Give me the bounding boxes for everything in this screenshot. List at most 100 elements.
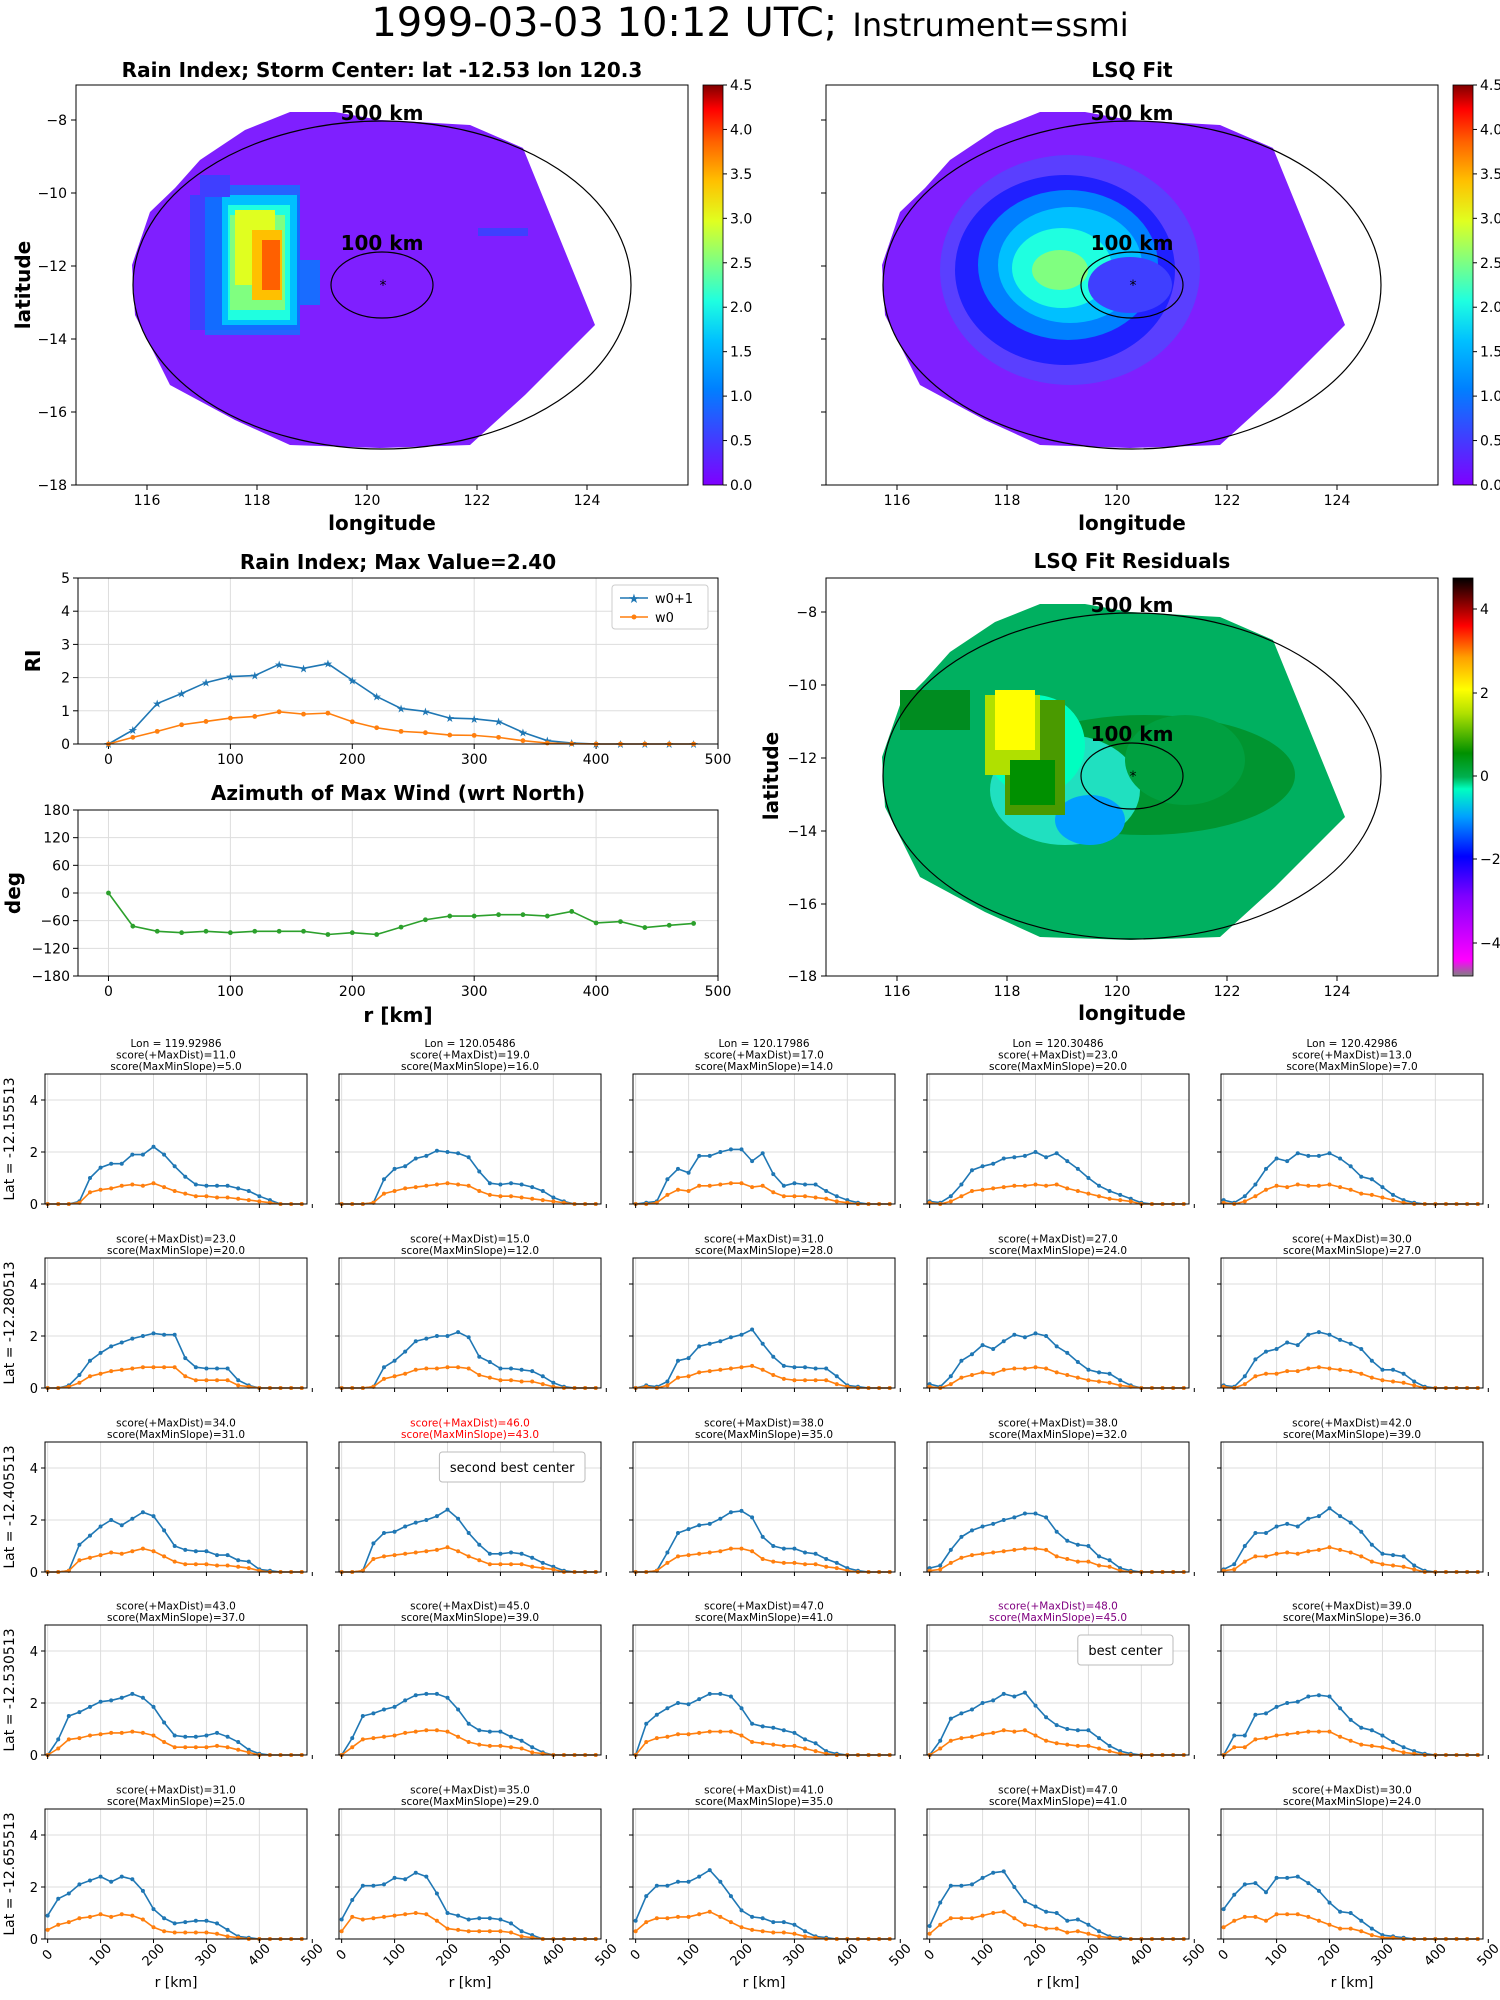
series-line bbox=[46, 1875, 302, 1940]
data-point bbox=[1274, 1551, 1279, 1556]
data-point bbox=[675, 1701, 680, 1705]
data-point bbox=[813, 1741, 818, 1746]
data-point bbox=[686, 1356, 691, 1361]
data-point bbox=[162, 1528, 167, 1533]
data-point bbox=[487, 1562, 492, 1567]
storm-center-marker: * bbox=[1130, 278, 1137, 294]
data-point bbox=[1348, 1187, 1353, 1192]
data-point bbox=[225, 1195, 230, 1200]
data-point bbox=[413, 1185, 418, 1190]
grid-panel: 0 2 4 Lon = 119.92986score(+MaxDist)=11.0sc… bbox=[30, 1038, 313, 1213]
data-point bbox=[540, 1198, 545, 1203]
data-point bbox=[1065, 1538, 1070, 1543]
data-point bbox=[1075, 1929, 1080, 1934]
data-point bbox=[969, 1553, 974, 1558]
data-point bbox=[1316, 1365, 1321, 1370]
grid-panel-frame bbox=[338, 1624, 602, 1756]
data-point bbox=[1285, 1340, 1290, 1345]
data-point: ★ bbox=[177, 688, 187, 701]
data-point bbox=[1022, 1728, 1027, 1733]
data-point bbox=[392, 1913, 397, 1918]
data-point bbox=[1369, 1375, 1374, 1380]
grid-panel-frame bbox=[632, 1808, 896, 1940]
data-point bbox=[466, 1366, 471, 1371]
data-point bbox=[750, 1549, 755, 1554]
xtick: 116 bbox=[884, 984, 911, 1000]
data-point bbox=[792, 1730, 797, 1735]
data-point bbox=[130, 1516, 135, 1521]
data-point bbox=[403, 1186, 408, 1191]
data-point bbox=[413, 1729, 418, 1734]
grid-panel-frame bbox=[1220, 1808, 1484, 1940]
data-point bbox=[66, 1920, 71, 1925]
data-point bbox=[172, 1921, 177, 1926]
series-line bbox=[1223, 1331, 1478, 1389]
data-point bbox=[371, 1916, 376, 1921]
grid-xlabel: r [km] bbox=[1331, 1975, 1374, 1991]
data-point bbox=[1118, 1192, 1123, 1197]
data-point bbox=[498, 1194, 503, 1199]
data-point bbox=[445, 1911, 450, 1915]
grid-panel-title: score(MaxMinSlope)=20.0 bbox=[989, 1061, 1127, 1073]
data-point bbox=[1306, 1694, 1311, 1699]
figure-instrument: Instrument=ssmi bbox=[852, 6, 1128, 44]
grid-panel: score(+MaxDist)=38.0score(MaxMinSlope)=3… bbox=[923, 1418, 1195, 1576]
data-point bbox=[225, 1927, 230, 1932]
data-point bbox=[938, 1746, 943, 1751]
data-point bbox=[471, 913, 477, 919]
data-point bbox=[371, 1541, 376, 1546]
data-point bbox=[644, 1740, 649, 1744]
data-point bbox=[1316, 1514, 1321, 1519]
data-point bbox=[1338, 1185, 1343, 1190]
data-point bbox=[1412, 1567, 1417, 1572]
data-point bbox=[1044, 1515, 1049, 1520]
data-point bbox=[456, 1927, 461, 1932]
data-point bbox=[398, 728, 404, 734]
data-point bbox=[927, 1931, 932, 1936]
series-line bbox=[1222, 1694, 1478, 1756]
data-point bbox=[760, 1916, 765, 1921]
data-point bbox=[487, 1181, 492, 1186]
data-point bbox=[225, 1553, 230, 1558]
data-point bbox=[824, 1196, 829, 1201]
cbar-tick: 2 bbox=[1480, 686, 1489, 702]
data-point bbox=[1033, 1150, 1038, 1154]
data-point bbox=[193, 1194, 198, 1199]
data-point bbox=[87, 1190, 92, 1195]
data-point bbox=[130, 1366, 135, 1371]
azimuth-profile-title: Azimuth of Max Wind (wrt North) bbox=[211, 781, 585, 805]
data-point bbox=[1044, 1366, 1049, 1371]
data-point bbox=[413, 1156, 418, 1161]
data-point bbox=[424, 1153, 429, 1158]
data-point bbox=[1285, 1875, 1290, 1880]
data-point bbox=[179, 930, 185, 936]
data-point bbox=[750, 1927, 755, 1932]
data-point bbox=[498, 1743, 503, 1748]
data-point bbox=[413, 1870, 418, 1875]
data-point bbox=[193, 1365, 198, 1370]
data-point bbox=[487, 1375, 492, 1380]
data-point bbox=[1295, 1912, 1300, 1917]
data-point bbox=[1285, 1185, 1290, 1190]
data-point bbox=[728, 1546, 733, 1551]
grid-panel-title: score(MaxMinSlope)=35.0 bbox=[695, 1429, 833, 1441]
data-point bbox=[87, 1374, 92, 1379]
grid-panel-frame bbox=[44, 1808, 308, 1940]
data-point bbox=[466, 1721, 471, 1726]
data-point bbox=[466, 1917, 471, 1922]
data-point bbox=[130, 1913, 135, 1918]
grid-panel-title: score(MaxMinSlope)=45.0 bbox=[989, 1612, 1127, 1624]
data-point bbox=[301, 711, 306, 717]
cbar-tick: −2 bbox=[1480, 852, 1500, 868]
data-point bbox=[959, 1883, 964, 1888]
data-point bbox=[1338, 1909, 1343, 1914]
data-point bbox=[1232, 1562, 1237, 1567]
data-point bbox=[498, 1182, 503, 1187]
data-point bbox=[246, 1198, 251, 1203]
data-point bbox=[1107, 1558, 1112, 1563]
data-point bbox=[980, 1551, 985, 1556]
data-point bbox=[509, 1366, 514, 1371]
rain-index-map-ylabel: latitude bbox=[11, 241, 35, 329]
data-point bbox=[509, 1194, 514, 1199]
